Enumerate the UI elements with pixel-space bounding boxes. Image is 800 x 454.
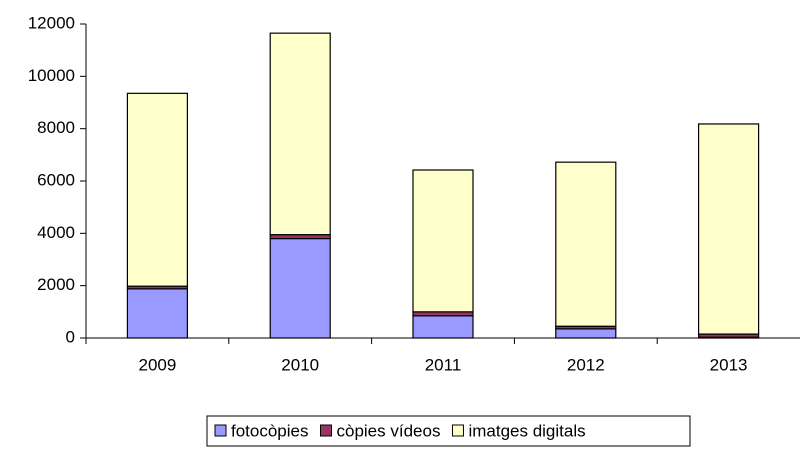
x-tick-label: 2009 [138,355,176,374]
legend-label: còpies vídeos [337,421,441,440]
legend-swatch [451,424,464,437]
y-tick-label: 4000 [37,223,75,242]
x-tick-label: 2012 [567,355,605,374]
y-tick-label: 8000 [37,118,75,137]
bar-segment [269,237,331,339]
legend-swatch [320,424,332,437]
x-tick-label: 2011 [425,355,462,374]
bar-segment [412,315,474,339]
y-tick-label: 2000 [37,275,75,294]
bar-segment [555,161,617,327]
legend-box [206,415,691,447]
bar-segment [126,92,189,287]
x-tick-label: 2010 [281,355,319,374]
legend-label: imatges digitals [468,421,585,440]
y-tick-label: 0 [66,327,75,346]
y-tick-label: 6000 [37,170,75,189]
y-tick-label: 12000 [28,13,75,32]
bar-segment [269,32,331,236]
y-tick-label: 10000 [28,66,75,85]
bar-segment [555,328,617,339]
bar-segment [126,288,189,339]
legend-label: fotocòpies [231,421,309,440]
bar-segment [697,123,760,335]
legend-swatch [214,424,227,437]
bar-segment [412,169,474,313]
x-tick-label: 2013 [710,355,748,374]
